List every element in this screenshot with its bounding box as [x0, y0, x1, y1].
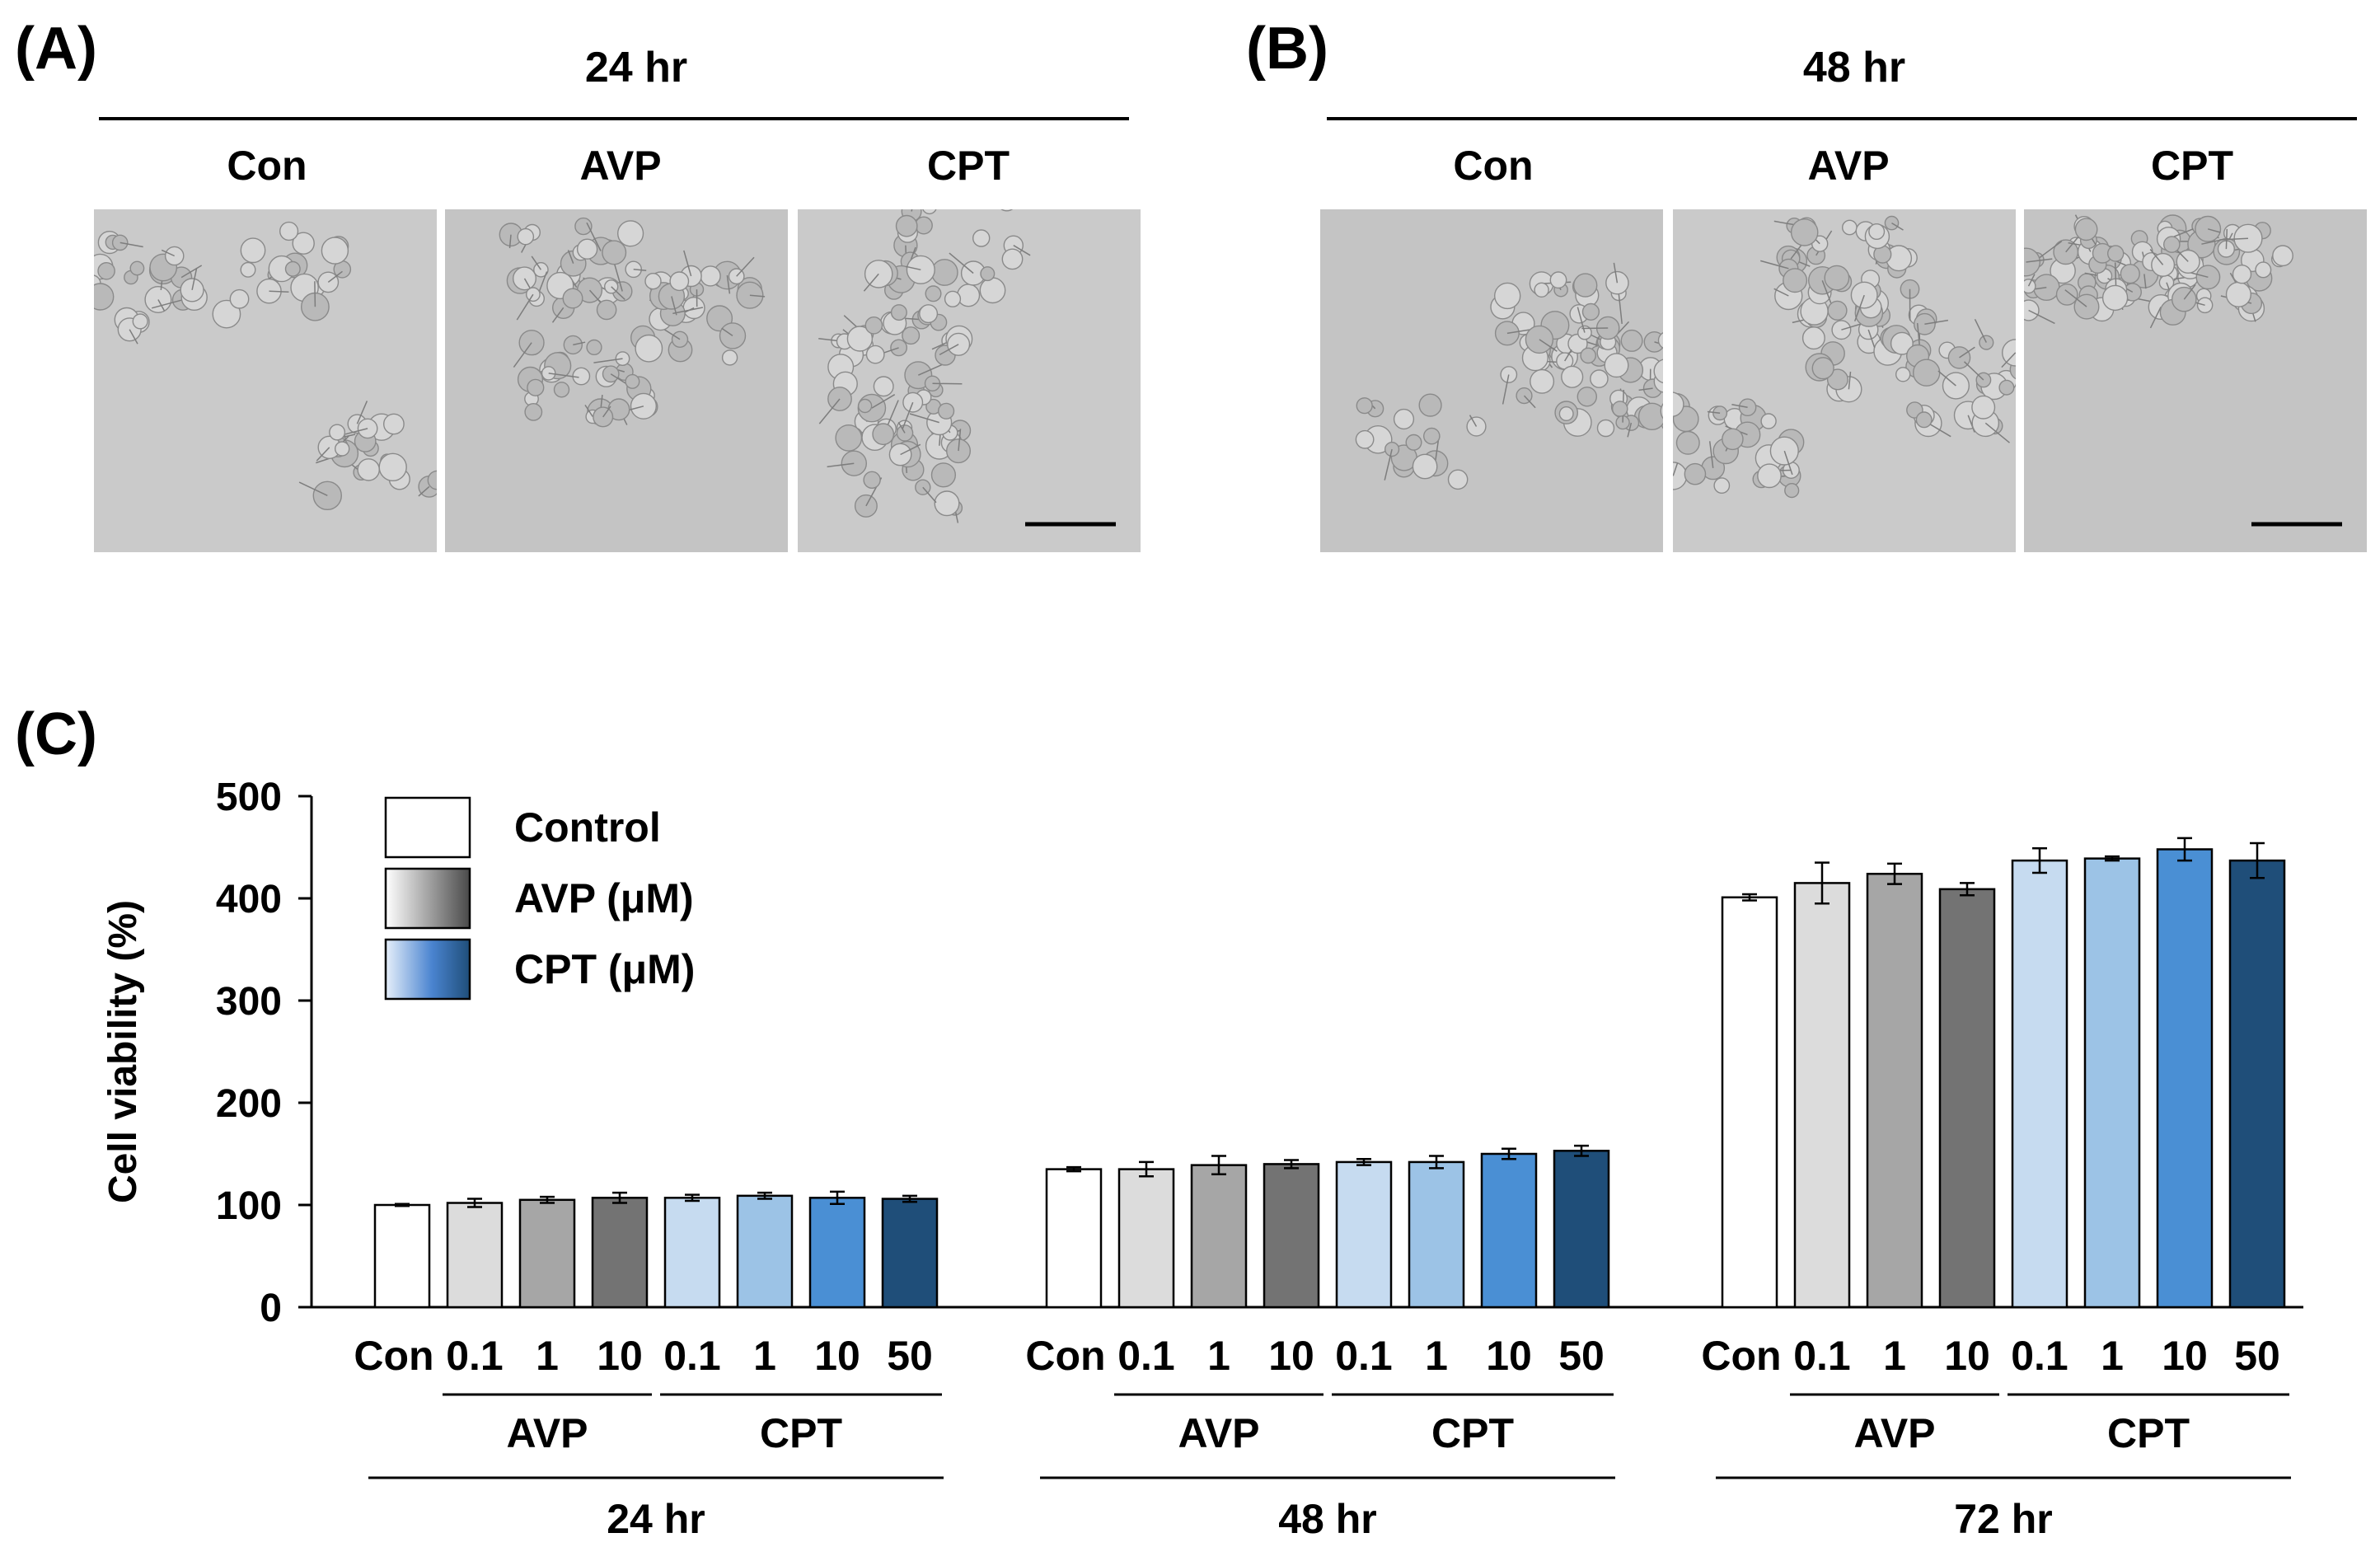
category-label: 0.1 [1335, 1333, 1393, 1379]
category-label: Con [1701, 1333, 1781, 1379]
category-label: 0.1 [1793, 1333, 1851, 1379]
category-label: 1 [536, 1333, 559, 1379]
micrograph-48hr-avp [1673, 209, 2016, 552]
category-label: 0.1 [2011, 1333, 2068, 1379]
y-tick-label: 400 [216, 878, 282, 921]
y-axis-label: Cell viability (%) [101, 900, 145, 1203]
category-label: 0.1 [446, 1333, 504, 1379]
time-group-label: 48 hr [1278, 1496, 1377, 1542]
bar [1117, 1168, 1175, 1309]
bar [446, 1202, 504, 1309]
category-label: 10 [1944, 1333, 1990, 1379]
cpt-group-label: CPT [760, 1410, 842, 1456]
micrograph-48hr-con [1320, 209, 1663, 552]
bar [1721, 896, 1778, 1309]
time-group-label: 72 hr [1954, 1496, 2053, 1542]
panel-b-col-con: Con [1453, 143, 1534, 189]
y-tick-label: 100 [216, 1184, 282, 1228]
bar [1335, 1160, 1393, 1309]
cpt-group-label: CPT [2107, 1410, 2190, 1456]
category-label: 1 [2101, 1333, 2124, 1379]
time-group-label: 24 hr [607, 1496, 705, 1542]
panel-a-time-title: 24 hr [584, 44, 688, 91]
legend-label: AVP (μM) [514, 875, 694, 921]
bar [1938, 888, 1996, 1309]
category-label: 10 [2162, 1333, 2208, 1379]
bar [2228, 859, 2286, 1309]
y-tick-label: 300 [216, 980, 282, 1024]
bar [2083, 857, 2141, 1309]
y-tick-label: 200 [216, 1082, 282, 1126]
category-label: 10 [1486, 1333, 1532, 1379]
legend-swatch [384, 867, 471, 930]
bar [518, 1198, 576, 1309]
y-tick-label: 500 [216, 776, 282, 819]
bar [881, 1198, 939, 1309]
panel-b-time-title: 48 hr [1802, 44, 1906, 91]
bar [591, 1197, 649, 1309]
bar [808, 1197, 866, 1309]
micrograph-24hr-con [94, 209, 437, 552]
panel-a-col-avp: AVP [579, 143, 662, 189]
panel-b-col-cpt: CPT [2151, 143, 2233, 189]
bar [1045, 1168, 1103, 1309]
legend-label: CPT (μM) [514, 946, 695, 992]
category-label: Con [1025, 1333, 1105, 1379]
panel-c-letter: (C) [15, 701, 97, 767]
panel-a-divider [99, 117, 1129, 120]
bar [736, 1194, 794, 1309]
avp-group-label: AVP [506, 1410, 588, 1456]
category-label: 10 [814, 1333, 860, 1379]
cpt-group-label: CPT [1431, 1410, 1514, 1456]
legend-swatch [384, 796, 471, 859]
panel-a-col-con: Con [227, 143, 307, 189]
panel-a-col-cpt: CPT [927, 143, 1010, 189]
category-label: 1 [1883, 1333, 1906, 1379]
micrograph-24hr-avp [445, 209, 788, 552]
bar [1793, 882, 1851, 1309]
category-label: 1 [1425, 1333, 1448, 1379]
bar [2011, 859, 2068, 1309]
category-label: 0.1 [663, 1333, 721, 1379]
category-label: 50 [2234, 1333, 2280, 1379]
bar [663, 1197, 721, 1309]
avp-group-label: AVP [1178, 1410, 1259, 1456]
panel-a-letter: (A) [15, 16, 97, 82]
bar [373, 1203, 431, 1309]
panel-b-col-avp: AVP [1807, 143, 1890, 189]
category-label: 50 [887, 1333, 933, 1379]
category-label: Con [354, 1333, 433, 1379]
legend-swatch [384, 938, 471, 1001]
category-label: 50 [1558, 1333, 1605, 1379]
panel-b-divider [1327, 117, 2357, 120]
avp-group-label: AVP [1853, 1410, 1935, 1456]
panel-b-letter: (B) [1246, 16, 1328, 82]
bar [1866, 872, 1923, 1309]
bar [1553, 1150, 1610, 1309]
y-tick-label: 0 [260, 1287, 282, 1330]
micrograph-24hr-cpt [798, 209, 1141, 552]
bar [1190, 1164, 1248, 1309]
legend-label: Control [514, 804, 661, 851]
bar [1480, 1152, 1538, 1309]
category-label: 10 [1268, 1333, 1314, 1379]
micrograph-48hr-cpt [2024, 209, 2367, 552]
bar [1263, 1163, 1320, 1309]
category-label: 0.1 [1117, 1333, 1175, 1379]
category-label: 1 [753, 1333, 776, 1379]
category-label: 1 [1207, 1333, 1230, 1379]
bar [2156, 848, 2214, 1309]
bar [1408, 1160, 1465, 1309]
category-label: 10 [597, 1333, 643, 1379]
